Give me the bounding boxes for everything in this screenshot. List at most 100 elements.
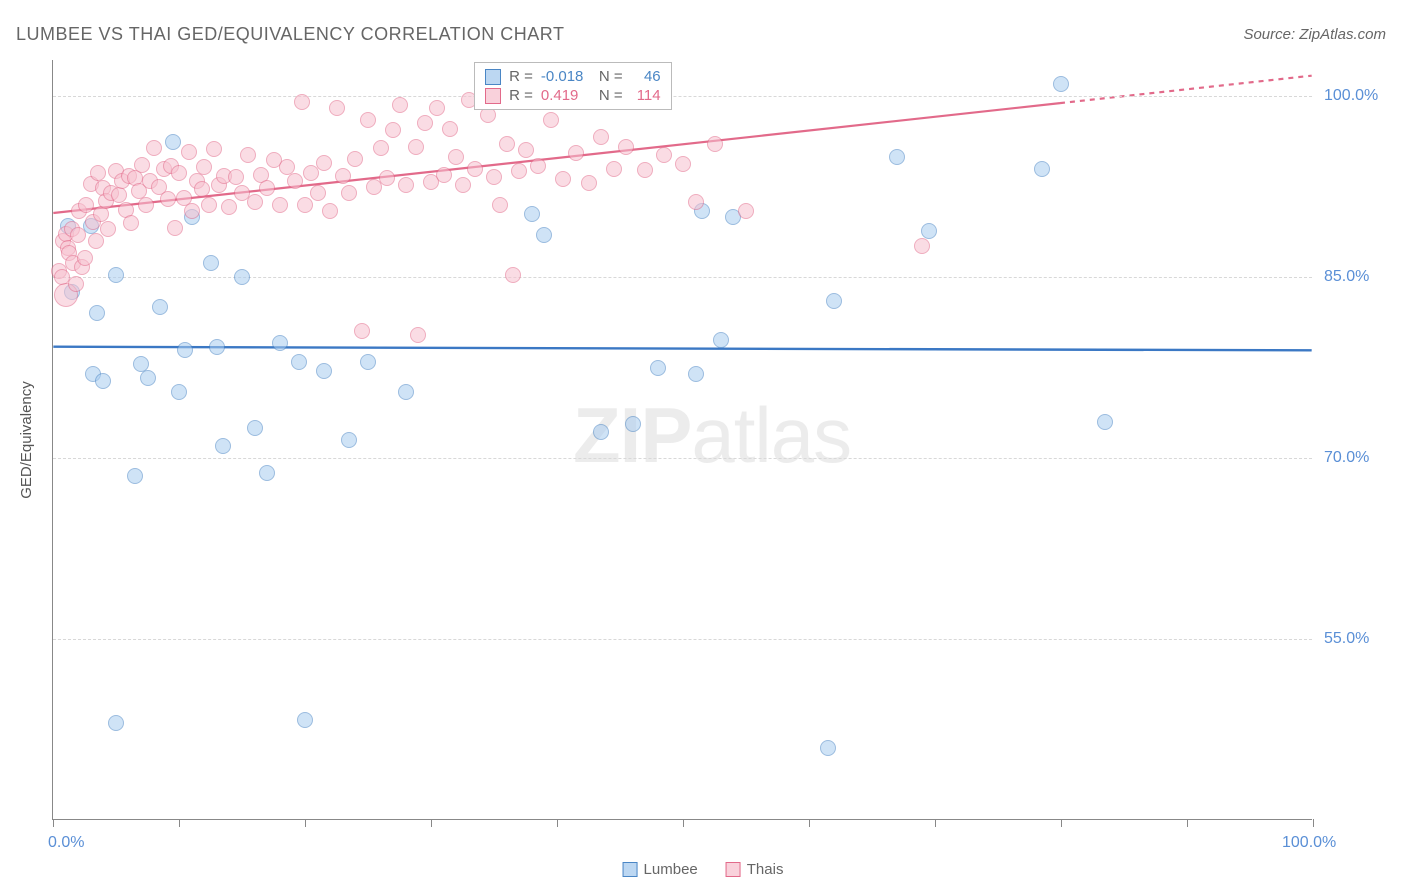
x-tick	[305, 819, 306, 827]
data-point	[618, 139, 634, 155]
data-point	[606, 161, 622, 177]
data-point	[221, 199, 237, 215]
data-point	[294, 94, 310, 110]
legend-label: Thais	[747, 861, 784, 878]
data-point	[347, 151, 363, 167]
data-point	[713, 332, 729, 348]
plot-area: ZIPatlas	[52, 60, 1312, 820]
data-point	[373, 140, 389, 156]
data-point	[341, 185, 357, 201]
data-point	[108, 267, 124, 283]
data-point	[688, 194, 704, 210]
data-point	[203, 255, 219, 271]
data-point	[625, 416, 641, 432]
corr-r-label: R =	[509, 87, 533, 104]
data-point	[536, 227, 552, 243]
watermark-zip: ZIP	[573, 391, 691, 479]
y-tick-label: 100.0%	[1324, 87, 1378, 105]
x-tick	[53, 819, 54, 827]
data-point	[486, 169, 502, 185]
data-point	[196, 159, 212, 175]
data-point	[297, 197, 313, 213]
data-point	[123, 215, 139, 231]
y-tick-label: 85.0%	[1324, 268, 1369, 286]
data-point	[379, 170, 395, 186]
source-label: Source: ZipAtlas.com	[1243, 26, 1386, 43]
data-point	[152, 299, 168, 315]
data-point	[914, 238, 930, 254]
x-tick	[1187, 819, 1188, 827]
chart-title: LUMBEE VS THAI GED/EQUIVALENCY CORRELATI…	[16, 24, 564, 45]
data-point	[228, 169, 244, 185]
data-point	[392, 97, 408, 113]
y-tick-label: 70.0%	[1324, 449, 1369, 467]
data-point	[1034, 161, 1050, 177]
data-point	[297, 712, 313, 728]
x-max-label: 100.0%	[1282, 834, 1336, 852]
data-point	[593, 424, 609, 440]
data-point	[167, 220, 183, 236]
data-point	[707, 136, 723, 152]
data-point	[593, 129, 609, 145]
x-tick	[431, 819, 432, 827]
data-point	[259, 180, 275, 196]
gridline	[53, 639, 1312, 640]
data-point	[201, 197, 217, 213]
data-point	[247, 420, 263, 436]
data-point	[316, 155, 332, 171]
data-point	[505, 267, 521, 283]
data-point	[165, 134, 181, 150]
data-point	[291, 354, 307, 370]
legend-swatch	[623, 862, 638, 877]
data-point	[77, 250, 93, 266]
x-tick	[935, 819, 936, 827]
data-point	[826, 293, 842, 309]
data-point	[354, 323, 370, 339]
data-point	[140, 370, 156, 386]
data-point	[455, 177, 471, 193]
data-point	[70, 227, 86, 243]
x-tick	[683, 819, 684, 827]
data-point	[209, 339, 225, 355]
corr-swatch	[485, 69, 501, 85]
data-point	[429, 100, 445, 116]
data-point	[287, 173, 303, 189]
data-point	[738, 203, 754, 219]
data-point	[688, 366, 704, 382]
data-point	[530, 158, 546, 174]
x-tick	[809, 819, 810, 827]
data-point	[310, 185, 326, 201]
data-point	[341, 432, 357, 448]
data-point	[127, 468, 143, 484]
data-point	[272, 197, 288, 213]
x-tick	[1061, 819, 1062, 827]
data-point	[360, 112, 376, 128]
corr-swatch	[485, 88, 501, 104]
data-point	[89, 305, 105, 321]
legend: Lumbee Thais	[623, 861, 784, 878]
data-point	[398, 384, 414, 400]
data-point	[442, 121, 458, 137]
regression-line	[53, 347, 1311, 351]
data-point	[272, 335, 288, 351]
data-point	[184, 203, 200, 219]
data-point	[68, 276, 84, 292]
data-point	[637, 162, 653, 178]
data-point	[100, 221, 116, 237]
data-point	[215, 438, 231, 454]
data-point	[329, 100, 345, 116]
data-point	[650, 360, 666, 376]
data-point	[581, 175, 597, 191]
x-tick	[1313, 819, 1314, 827]
data-point	[511, 163, 527, 179]
legend-label: Lumbee	[644, 861, 698, 878]
corr-r-value: -0.018	[541, 68, 591, 85]
data-point	[675, 156, 691, 172]
data-point	[467, 161, 483, 177]
y-tick-label: 55.0%	[1324, 630, 1369, 648]
data-point	[360, 354, 376, 370]
data-point	[518, 142, 534, 158]
data-point	[138, 197, 154, 213]
data-point	[410, 327, 426, 343]
corr-r-label: R =	[509, 68, 533, 85]
